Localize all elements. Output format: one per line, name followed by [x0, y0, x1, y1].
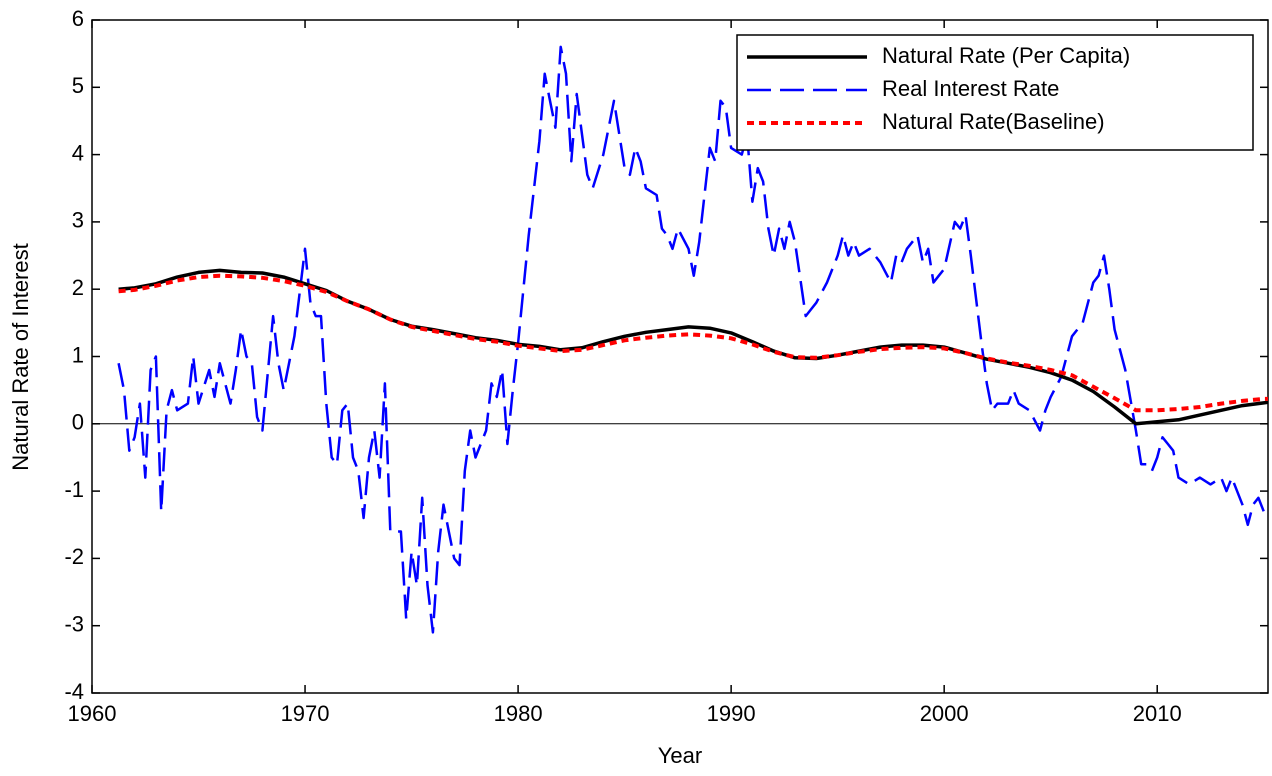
y-tick-label: 0: [72, 410, 84, 435]
y-tick-label: 1: [72, 342, 84, 367]
x-tick-label: 1960: [68, 701, 117, 726]
y-tick-label: -1: [64, 477, 84, 502]
series-line: [118, 268, 1269, 426]
y-tick-label: -4: [64, 679, 84, 704]
legend-label: Natural Rate(Baseline): [882, 109, 1105, 134]
series-line: [117, 45, 1265, 634]
y-tick-label: -2: [64, 544, 84, 569]
legend-box: [736, 34, 1254, 151]
x-tick-label: 1990: [707, 701, 756, 726]
legend-label: Real Interest Rate: [882, 76, 1059, 101]
x-tick-label: 2010: [1133, 701, 1182, 726]
y-tick-label: -3: [64, 612, 84, 637]
x-tick-label: 2000: [920, 701, 969, 726]
y-axis-label: Natural Rate of Interest: [8, 243, 33, 470]
legend-label: Natural Rate (Per Capita): [882, 43, 1130, 68]
y-tick-label: 2: [72, 275, 84, 300]
y-tick-label: 3: [72, 208, 84, 233]
y-tick-label: 4: [72, 140, 84, 165]
x-axis-label: Year: [658, 743, 702, 768]
y-tick-label: 6: [72, 6, 84, 31]
y-tick-label: 5: [72, 73, 84, 98]
x-tick-label: 1970: [281, 701, 330, 726]
series-line: [118, 273, 1268, 413]
x-tick-label: 1980: [494, 701, 543, 726]
